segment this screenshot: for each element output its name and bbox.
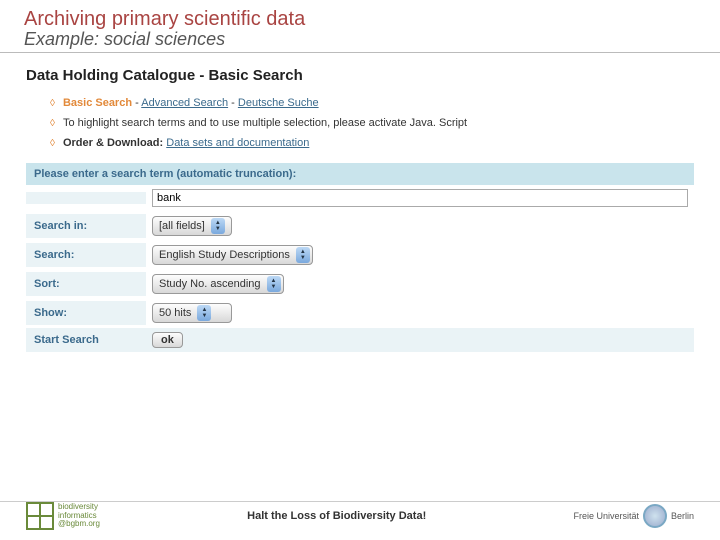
footer-tagline: Halt the Loss of Biodiversity Data! [100,510,574,522]
form-header: Please enter a search term (automatic tr… [26,163,694,185]
ok-button[interactable]: ok [152,332,183,348]
search-in-value: [all fields] [159,220,211,232]
slide-title-block: Archiving primary scientific data Exampl… [0,0,720,53]
form-row-term [26,185,694,212]
list-item: ◊ To highlight search terms and to use m… [50,114,694,134]
fu-logo: Freie Universität Berlin [573,504,694,528]
form-row-show: Show: 50 hits ▲▼ [26,299,694,328]
sort-select[interactable]: Study No. ascending ▲▼ [152,274,284,294]
bullet-icon: ◊ [50,135,55,153]
search-value: English Study Descriptions [159,249,296,261]
slide-footer: biodiversity informatics @bgbm.org Halt … [0,501,720,530]
chevron-updown-icon: ▲▼ [267,276,281,292]
catalogue-links: ◊ Basic Search - Advanced Search - Deuts… [50,94,694,153]
separator: - [231,97,238,109]
slide-subtitle: Example: social sciences [24,29,696,50]
bdi-logo: biodiversity informatics @bgbm.org [26,502,100,530]
form-row-sort: Sort: Study No. ascending ▲▼ [26,270,694,299]
datasets-link[interactable]: Data sets and documentation [166,137,309,149]
search-term-input[interactable] [152,189,688,207]
js-note: To highlight search terms and to use mul… [63,114,467,134]
term-label [26,192,146,204]
slide-title: Archiving primary scientific data [24,8,696,31]
bdi-line3: @bgbm.org [58,520,100,529]
start-search-label: Start Search [26,328,146,352]
bdi-logo-icon [26,502,54,530]
fu-text1: Freie Universität [573,511,639,521]
catalogue-heading: Data Holding Catalogue - Basic Search [26,67,694,84]
show-select[interactable]: 50 hits ▲▼ [152,303,232,323]
fu-seal-icon [643,504,667,528]
advanced-search-link[interactable]: Advanced Search [141,97,228,109]
search-in-label: Search in: [26,214,146,238]
order-download-label: Order & Download: [63,137,163,149]
form-row-search: Search: English Study Descriptions ▲▼ [26,241,694,270]
chevron-updown-icon: ▲▼ [211,218,225,234]
chevron-updown-icon: ▲▼ [296,247,310,263]
fu-text2: Berlin [671,511,694,521]
show-value: 50 hits [159,307,197,319]
bullet-icon: ◊ [50,115,55,133]
catalogue-panel: Data Holding Catalogue - Basic Search ◊ … [0,53,720,153]
list-item: ◊ Order & Download: Data sets and docume… [50,134,694,154]
form-row-start: Start Search ok [26,328,694,353]
sort-label: Sort: [26,272,146,296]
deutsche-suche-link[interactable]: Deutsche Suche [238,97,319,109]
search-form: Please enter a search term (automatic tr… [26,163,694,353]
list-item: ◊ Basic Search - Advanced Search - Deuts… [50,94,694,114]
search-select[interactable]: English Study Descriptions ▲▼ [152,245,313,265]
form-row-searchin: Search in: [all fields] ▲▼ [26,212,694,241]
sort-value: Study No. ascending [159,278,267,290]
show-label: Show: [26,301,146,325]
search-label: Search: [26,243,146,267]
search-in-select[interactable]: [all fields] ▲▼ [152,216,232,236]
chevron-updown-icon: ▲▼ [197,305,211,321]
basic-search-link[interactable]: Basic Search [63,97,132,109]
bullet-icon: ◊ [50,95,55,113]
